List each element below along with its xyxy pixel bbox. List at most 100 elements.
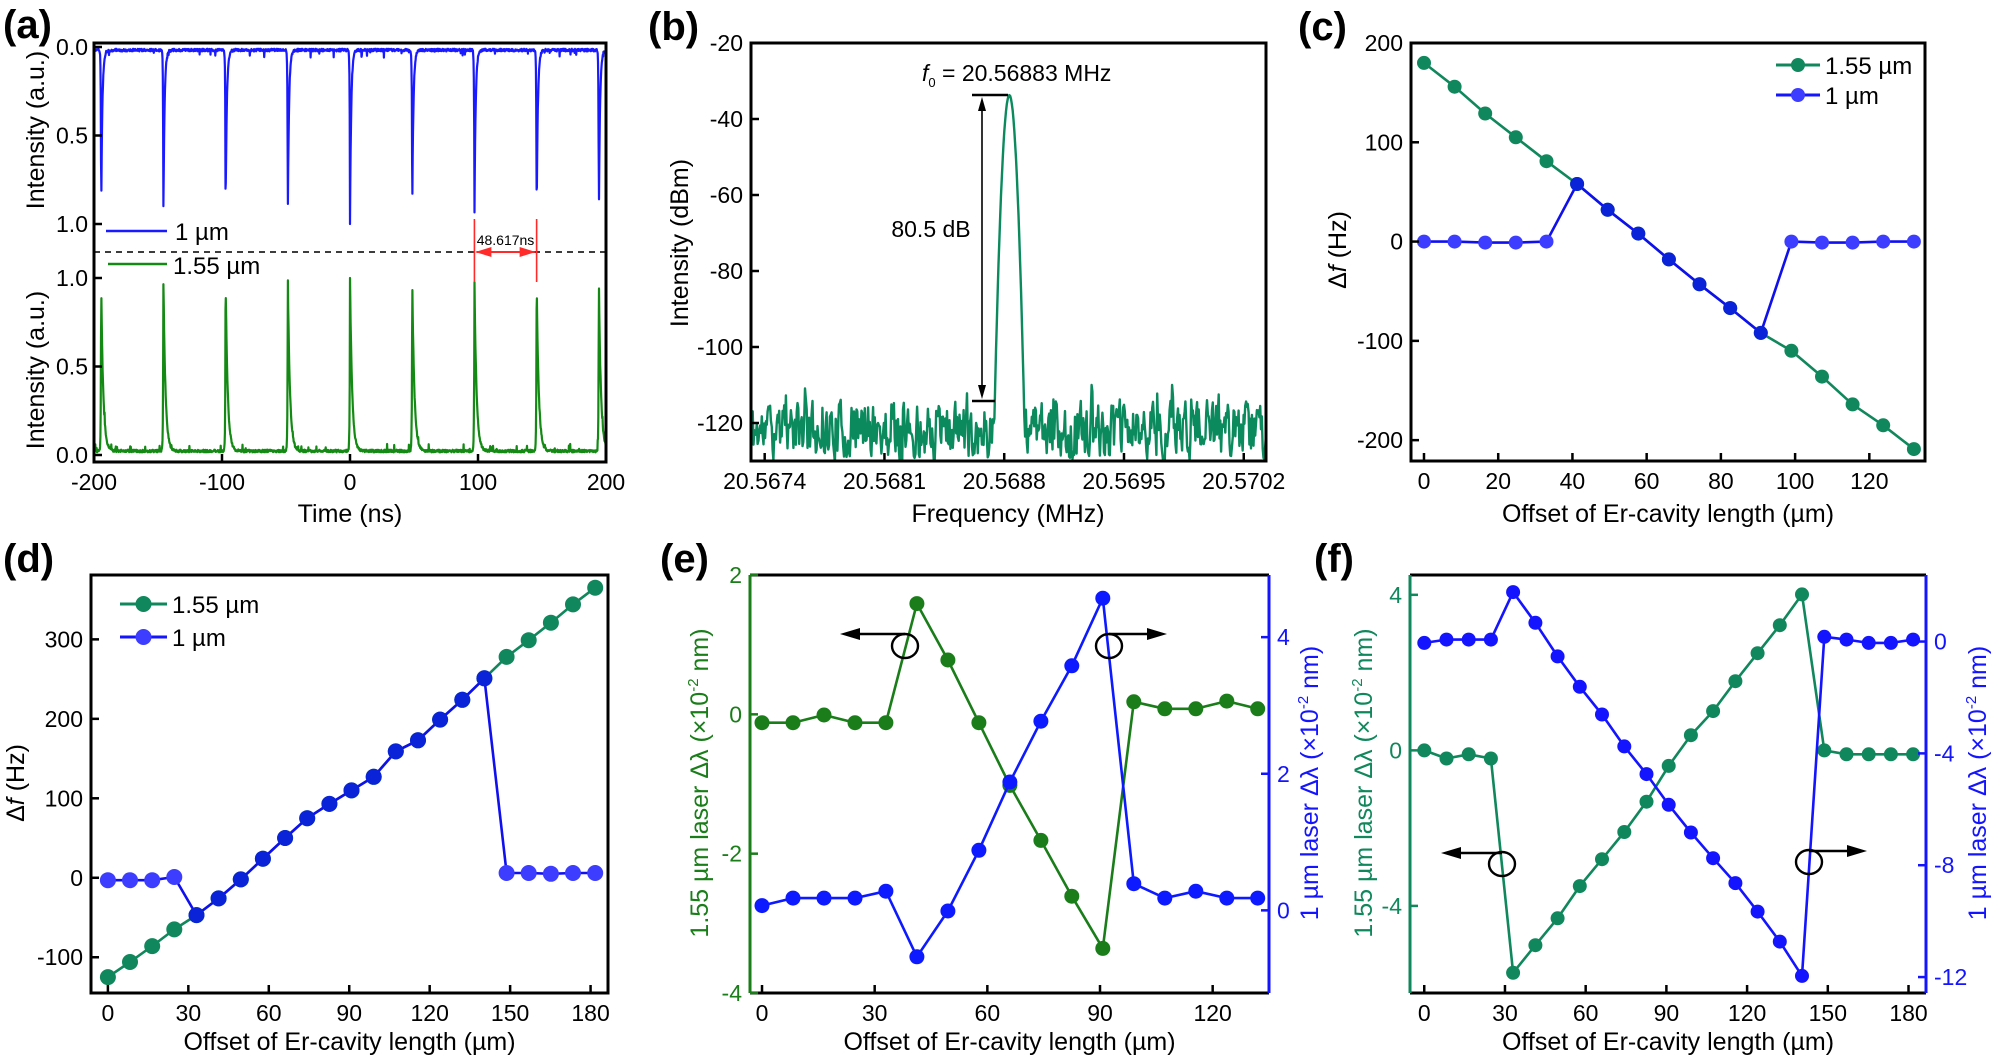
data-point-1-55um bbox=[1784, 343, 1799, 358]
data-point-left bbox=[1528, 938, 1543, 953]
y-tick-label: 0.0 bbox=[56, 34, 88, 60]
data-point-right bbox=[1750, 904, 1765, 919]
y-tick-label: 0.5 bbox=[56, 354, 88, 380]
data-point-1-55um bbox=[520, 632, 537, 649]
y-axis-label-right: 1 µm laser Δλ (×10-2 nm) bbox=[1295, 646, 1324, 920]
legend-marker bbox=[1791, 88, 1805, 102]
y-tick-label: 0.5 bbox=[56, 123, 88, 149]
y-tick-label: -60 bbox=[710, 182, 743, 208]
data-point-right bbox=[1617, 739, 1632, 754]
y-axis-label-right-part: nm) bbox=[1964, 646, 1992, 696]
x-tick-label: 90 bbox=[336, 1000, 362, 1026]
data-point-left bbox=[1728, 674, 1743, 689]
y-tick-label: 200 bbox=[45, 706, 83, 732]
legend-label: 1.55 µm bbox=[172, 592, 259, 619]
x-axis-label: Offset of Er-cavity length (µm) bbox=[1502, 500, 1834, 528]
data-point-right bbox=[1219, 890, 1235, 906]
data-point-1um bbox=[1508, 235, 1523, 250]
data-point-right bbox=[1250, 890, 1266, 906]
data-point-left bbox=[1617, 825, 1632, 839]
data-point-right bbox=[1002, 774, 1018, 790]
x-tick-label: 30 bbox=[176, 1000, 202, 1026]
data-point-right bbox=[1188, 883, 1204, 899]
data-point-left bbox=[1817, 743, 1832, 758]
panel-label: (a) bbox=[3, 3, 52, 47]
panel-label: (b) bbox=[648, 5, 699, 49]
data-point-right bbox=[1728, 876, 1743, 891]
x-tick-label: 80 bbox=[1708, 468, 1734, 494]
data-point-1-55um bbox=[498, 648, 515, 665]
y-axis-label-left-part: 1.55 µm laser Δλ (×10 bbox=[686, 692, 714, 938]
data-point-right bbox=[1595, 707, 1609, 722]
panel-label: (c) bbox=[1298, 5, 1347, 49]
data-point-left bbox=[1550, 911, 1565, 926]
x-tick-label: 100 bbox=[1776, 468, 1814, 494]
y-tick-label: 0 bbox=[729, 701, 742, 727]
data-point-1um bbox=[498, 865, 515, 881]
x-tick-label: 0 bbox=[101, 1000, 114, 1026]
data-point-1um bbox=[1753, 325, 1768, 340]
data-point-left bbox=[1661, 758, 1676, 773]
data-point-1um bbox=[166, 869, 183, 885]
arrow-left-icon bbox=[1441, 847, 1461, 859]
data-point-1-55um bbox=[1906, 442, 1921, 457]
data-point-left bbox=[1033, 832, 1049, 848]
y-tick-label: 2 bbox=[729, 562, 742, 588]
y-axis-label-bottom-part: Intensity (a.u.) bbox=[22, 291, 50, 449]
data-point-right bbox=[1483, 632, 1498, 647]
y-tick-label: -2 bbox=[722, 841, 742, 867]
data-point-right bbox=[971, 842, 987, 858]
panel-e: 0 30 60 90 120 2 0 -2 -4 0 2 4 1.55 µm laser Δλ (×10… bbox=[685, 562, 1324, 1056]
data-point-left bbox=[1439, 751, 1454, 766]
panel-d: 0 30 60 90 120 150 180 -100 0 100 200 300 Δf (Hz) Off… bbox=[2, 573, 610, 1056]
f0-symbol: f bbox=[922, 60, 931, 86]
y-tick-label: -80 bbox=[710, 258, 743, 284]
y-tick-label: 100 bbox=[1365, 129, 1403, 155]
data-point-1-55um bbox=[1845, 397, 1860, 412]
y-tick-label: -20 bbox=[710, 30, 743, 56]
data-point-1um bbox=[1631, 226, 1646, 241]
arrowhead-up-icon bbox=[978, 97, 986, 112]
x-tick-label: 60 bbox=[256, 1000, 282, 1026]
data-point-1um bbox=[1447, 234, 1462, 249]
data-point-1-55um bbox=[144, 938, 161, 955]
y-axis-label-part: Intensity (dBm) bbox=[666, 159, 694, 327]
data-point-left bbox=[785, 715, 801, 731]
y-tick-label: -40 bbox=[710, 106, 743, 132]
x-axis-label: Time (ns) bbox=[298, 500, 403, 528]
y-tick-label: -120 bbox=[697, 410, 743, 436]
data-point-right bbox=[878, 883, 894, 899]
legend-marker bbox=[135, 596, 152, 612]
series-line-left bbox=[1423, 593, 1914, 975]
data-point-1um bbox=[1570, 177, 1585, 191]
data-point-right bbox=[1572, 679, 1587, 694]
data-point-1um bbox=[365, 768, 382, 785]
data-point-1um bbox=[299, 810, 316, 827]
data-point-1-55um bbox=[1478, 106, 1493, 121]
y-axis-label-part: (Hz) bbox=[2, 744, 30, 798]
data-point-1um bbox=[476, 670, 493, 687]
data-point-1um bbox=[410, 732, 426, 749]
data-point-right bbox=[1033, 713, 1049, 729]
y-tick-label: 1.0 bbox=[56, 211, 88, 237]
data-point-right bbox=[1095, 590, 1111, 606]
data-point-left bbox=[1506, 965, 1521, 980]
data-point-left bbox=[1157, 701, 1173, 717]
data-point-1um bbox=[1417, 234, 1431, 249]
x-tick-label: 60 bbox=[1634, 468, 1660, 494]
x-tick-label: 20.5674 bbox=[723, 468, 806, 494]
y-axis-label-left: 1.55 µm laser Δλ (×10-2 nm) bbox=[685, 628, 714, 937]
x-tick-label: 100 bbox=[459, 469, 497, 495]
data-point-1um bbox=[232, 871, 249, 888]
data-point-1um bbox=[1784, 234, 1799, 249]
f0-subscript: 0 bbox=[928, 75, 935, 90]
y-axis-label: Δf (Hz) bbox=[1324, 211, 1352, 289]
x-axis-label: Offset of Er-cavity length (µm) bbox=[183, 1028, 515, 1056]
data-point-1-55um bbox=[1417, 55, 1431, 70]
legend-label: 1.55 µm bbox=[1825, 53, 1912, 80]
arrow-right-icon bbox=[1847, 845, 1867, 857]
data-point-right bbox=[1126, 876, 1142, 892]
data-point-1um bbox=[321, 795, 338, 812]
x-tick-label: 120 bbox=[1850, 468, 1888, 494]
data-point-left bbox=[1095, 940, 1111, 956]
